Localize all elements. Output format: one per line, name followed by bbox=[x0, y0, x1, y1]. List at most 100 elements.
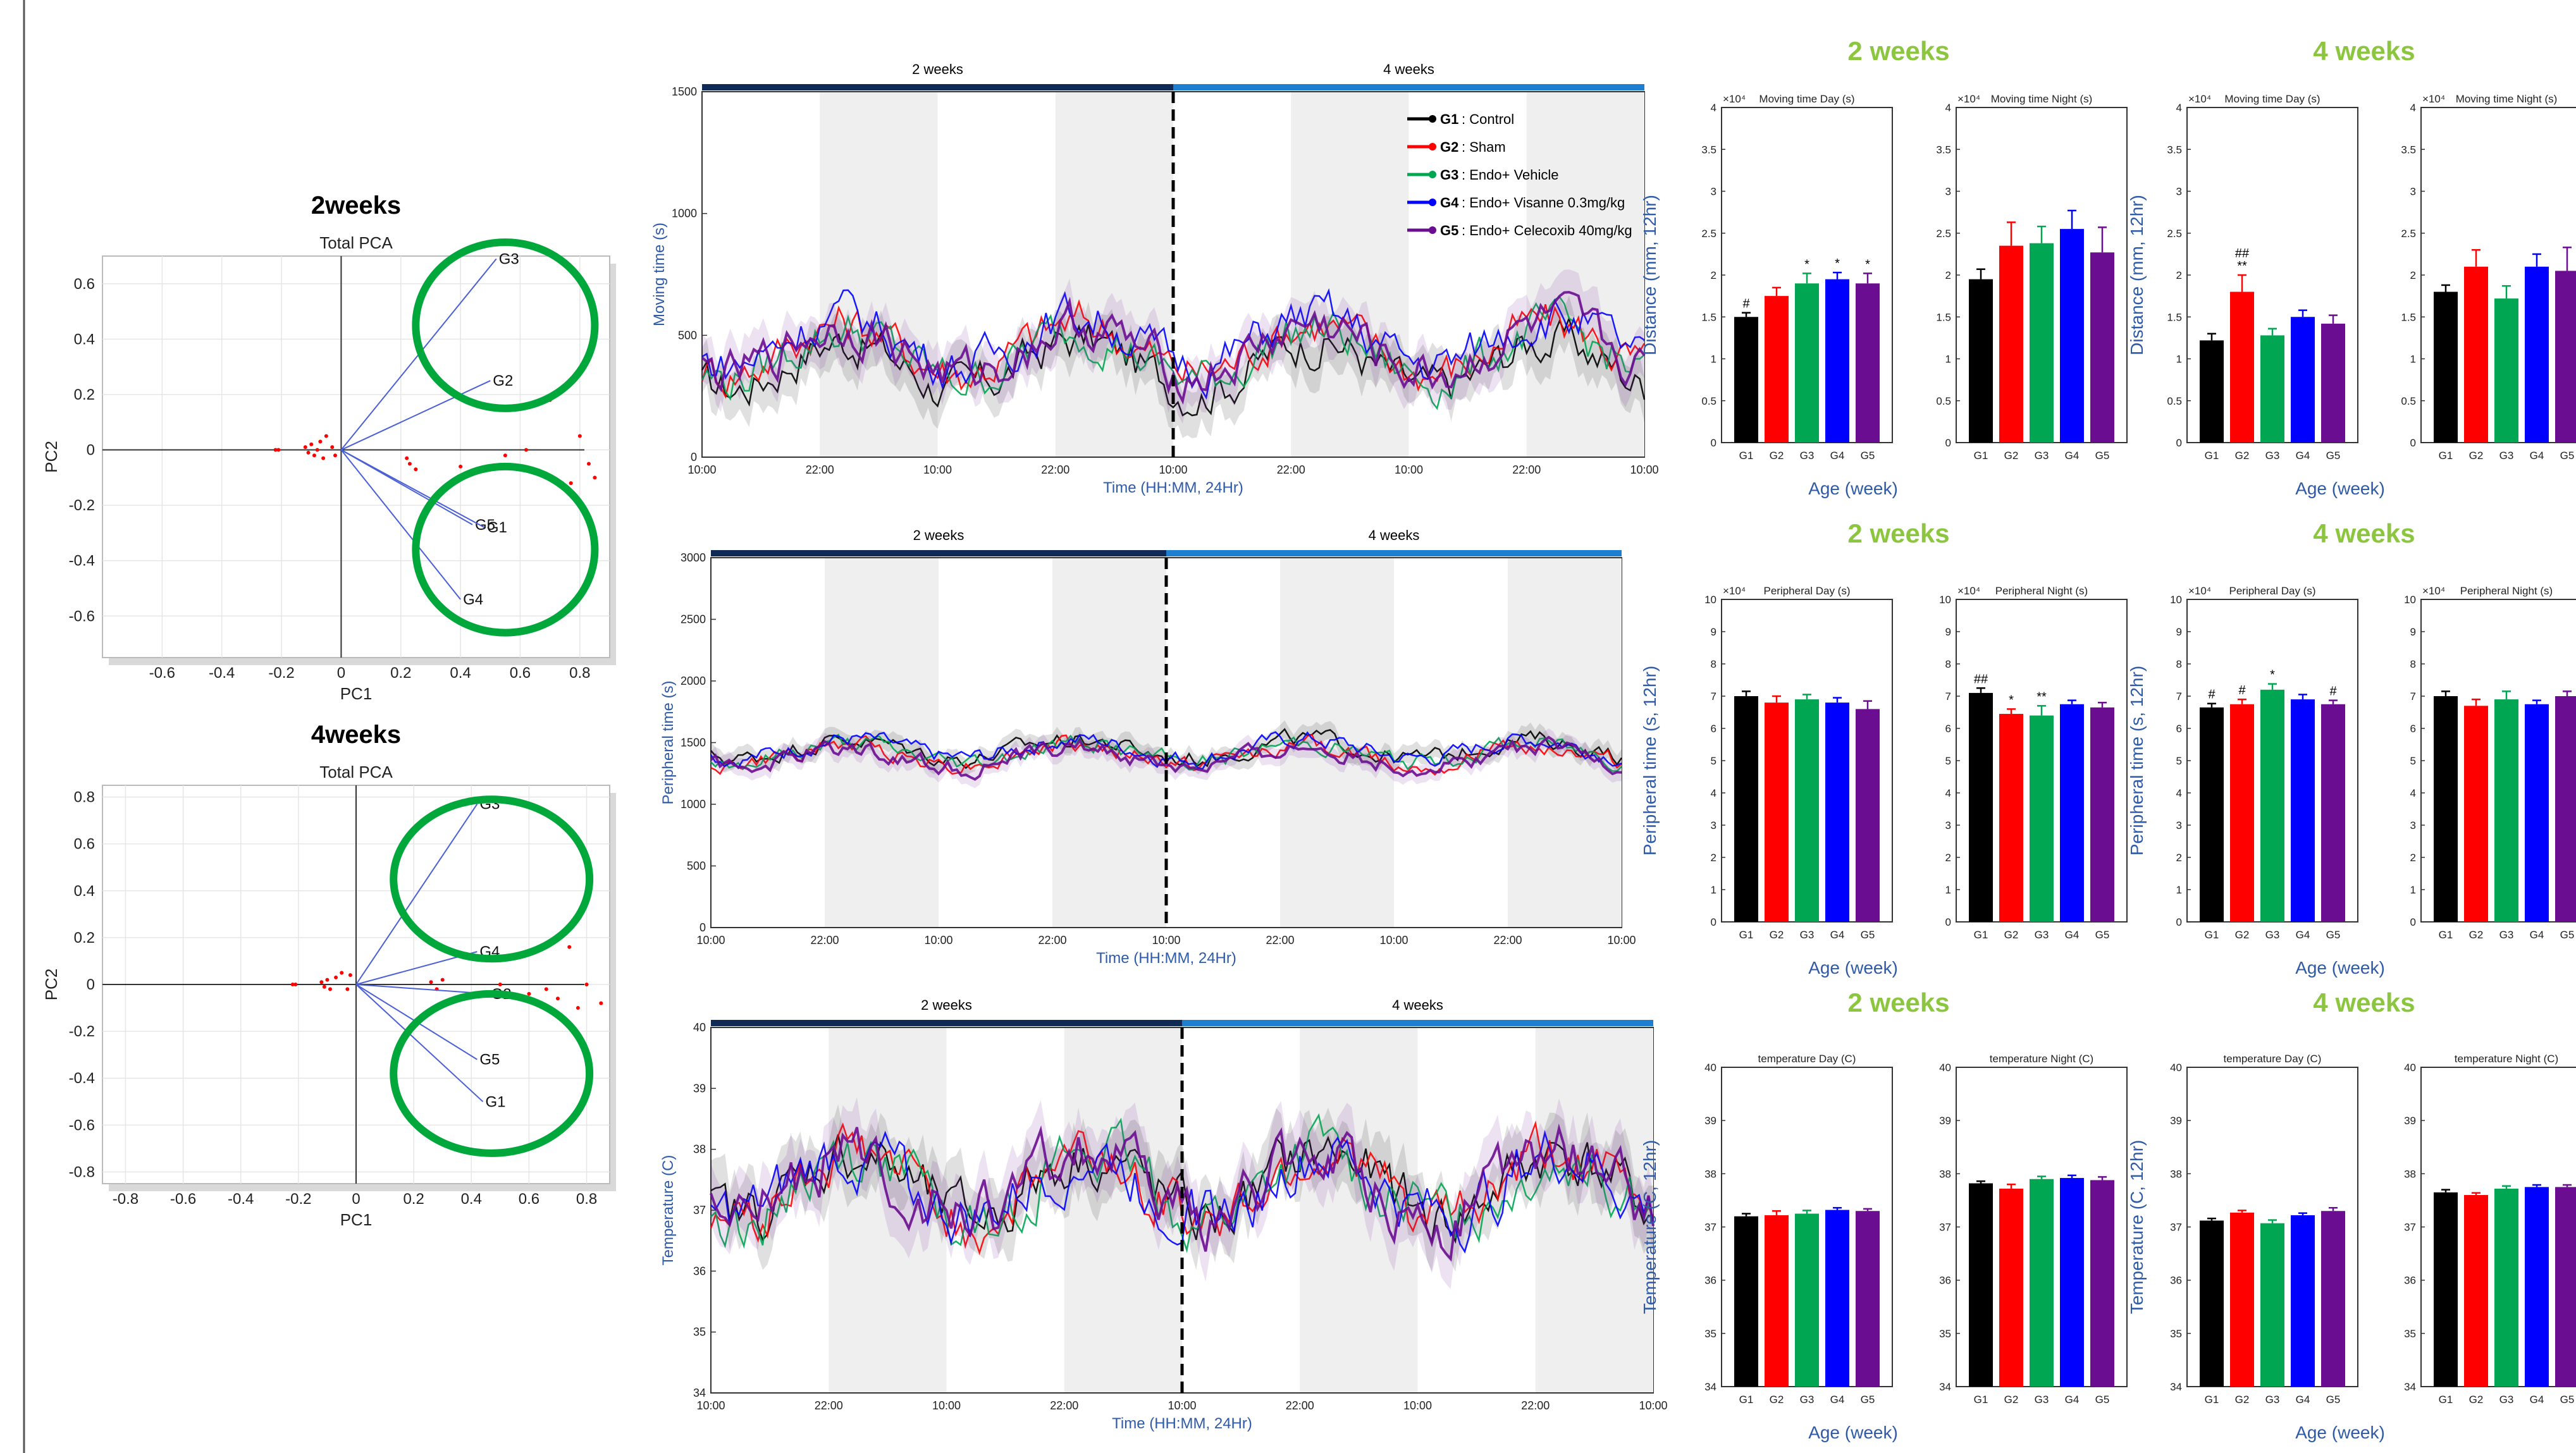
bar-xtick: G1 bbox=[1739, 1394, 1754, 1406]
pca-ytick: 0 bbox=[87, 976, 95, 993]
pca-chart-pca_4weeks: 4weeks Total PCA -0.8 -0.6 -0.4 -0.2 0 0.2 0.4 0.… bbox=[42, 721, 616, 1229]
bar-ytick: 4 bbox=[1945, 102, 1951, 114]
bar-ytick: 2 bbox=[1945, 269, 1951, 281]
bar-G3 bbox=[1795, 283, 1819, 443]
pca-chart-pca_2weeks: 2weeks Total PCA -0.6 -0.4 -0.2 0 0.2 0.4 0.6 0.8… bbox=[42, 192, 616, 703]
pca-ytick: 0.2 bbox=[74, 386, 95, 403]
bar-ytick: 8 bbox=[2410, 658, 2416, 670]
significance-mark: # bbox=[2329, 685, 2337, 699]
ts-xtick: 22:00 bbox=[815, 1399, 843, 1412]
ts-xtick: 10:00 bbox=[1152, 934, 1180, 947]
bar-ytick: 3 bbox=[1945, 186, 1951, 198]
bar-ytick: 2 bbox=[2410, 269, 2416, 281]
pca-ytick: 0.2 bbox=[74, 929, 95, 947]
bar-ytick: 3 bbox=[2410, 186, 2416, 198]
pca-xlabel: PC1 bbox=[340, 684, 373, 703]
bar-heading: 4 weeks bbox=[2313, 988, 2415, 1017]
ts-xtick: 22:00 bbox=[1493, 934, 1522, 947]
bar-heading: 2 weeks bbox=[1847, 988, 1949, 1017]
pca-point bbox=[440, 978, 445, 982]
pca-xtick: -0.2 bbox=[285, 1191, 311, 1208]
ts-ytick: 0 bbox=[691, 451, 697, 463]
pca-ytick: -0.4 bbox=[69, 1070, 95, 1087]
legend-label: : Sham bbox=[1462, 139, 1506, 155]
series-line-G2 bbox=[710, 733, 1622, 776]
bar-ytick: 1 bbox=[2176, 353, 2182, 365]
pca-point bbox=[333, 453, 337, 458]
pca-ytick: -0.6 bbox=[69, 608, 95, 625]
period-bar-4weeks bbox=[1182, 1020, 1653, 1026]
ts-xtick: 22:00 bbox=[1521, 1399, 1550, 1412]
bar-G5 bbox=[1856, 709, 1880, 922]
bar-heading: 2 weeks bbox=[1847, 36, 1949, 66]
bar-xtick: G1 bbox=[1739, 929, 1754, 941]
bar-title: Peripheral Day (s) bbox=[1764, 585, 1851, 597]
legend-label: : Control bbox=[1462, 111, 1514, 127]
bar-ytick: 34 bbox=[1939, 1381, 1951, 1393]
bar-xtick: G2 bbox=[2004, 929, 2019, 941]
pca-vector-G2 bbox=[340, 380, 491, 451]
pca-point bbox=[577, 434, 582, 438]
night-shade bbox=[1055, 92, 1173, 457]
pca-point bbox=[586, 462, 591, 466]
legend-dot-G5 bbox=[1429, 226, 1436, 234]
bar-G5 bbox=[2090, 252, 2114, 443]
bar-xtick: G1 bbox=[2439, 450, 2453, 462]
pca-vector-label: G5 bbox=[479, 1051, 500, 1069]
bar-heading: 2 weeks bbox=[1847, 518, 1949, 548]
bar-ytick: 1.5 bbox=[2167, 311, 2182, 323]
bar-xtick: G2 bbox=[1770, 450, 1784, 462]
legend-key: G5 bbox=[1440, 223, 1458, 238]
bar-xtick: G5 bbox=[2326, 929, 2341, 941]
ts-ytick: 3000 bbox=[681, 551, 706, 564]
bar-row-xlabel: Age (week) bbox=[2295, 958, 2385, 978]
bar-xtick: G5 bbox=[2560, 450, 2575, 462]
pca-xtick: 0.8 bbox=[576, 1191, 597, 1208]
significance-mark: ## bbox=[1974, 672, 1988, 686]
bar-G3 bbox=[2030, 715, 2054, 922]
bar-G3 bbox=[2260, 689, 2284, 922]
bar-G3 bbox=[2494, 298, 2518, 443]
bar-G4 bbox=[1825, 1210, 1849, 1387]
significance-mark: ** bbox=[2037, 690, 2047, 704]
bar-ytick: 36 bbox=[2404, 1275, 2416, 1287]
significance-mark: ** bbox=[2237, 259, 2247, 273]
bar-xtick: G3 bbox=[2499, 1394, 2514, 1406]
bar-G2 bbox=[1999, 714, 2023, 922]
bar-G5 bbox=[2555, 696, 2576, 922]
bar-ytick: 1 bbox=[2410, 884, 2416, 896]
ts-ytick: 1500 bbox=[672, 85, 697, 98]
bar-title: Peripheral Night (s) bbox=[1995, 585, 2088, 597]
significance-mark: ## bbox=[2235, 247, 2250, 261]
bar-panel: Peripheral Night (s) ×10⁴ 0 1 2 3 4 5 6 7 8 9 10 G1 ##… bbox=[1939, 585, 2128, 941]
bar-ytick: 3.5 bbox=[2167, 144, 2182, 156]
pca-point bbox=[325, 978, 330, 982]
bar-title: temperature Night (C) bbox=[1990, 1053, 2093, 1065]
bar-row-ylabel: Temperature (C, 12hr) bbox=[2127, 1140, 2147, 1314]
bar-xtick: G1 bbox=[2205, 450, 2219, 462]
bar-G4 bbox=[2525, 1187, 2549, 1387]
bar-G4 bbox=[2525, 704, 2549, 922]
bar-ytick: 36 bbox=[1704, 1275, 1716, 1287]
legend-dot-G1 bbox=[1429, 115, 1436, 123]
ts-xtick: 10:00 bbox=[1395, 463, 1423, 476]
bar-xtick: G3 bbox=[2035, 1394, 2049, 1406]
bar-ytick: 2.5 bbox=[1936, 228, 1951, 240]
bar-G1 bbox=[1969, 692, 1993, 922]
bar-xtick: G3 bbox=[2499, 450, 2514, 462]
bar-G4 bbox=[1825, 279, 1849, 443]
ts-xtick: 10:00 bbox=[687, 463, 716, 476]
pca-vector-G3 bbox=[355, 804, 478, 985]
pca-xtick: 0.2 bbox=[403, 1191, 424, 1208]
bar-ytick: 2 bbox=[1945, 852, 1951, 864]
pca-point bbox=[567, 945, 572, 949]
bar-xtick: G1 bbox=[2439, 1394, 2453, 1406]
ts-ytick: 38 bbox=[693, 1143, 706, 1156]
bar-G5 bbox=[1856, 283, 1880, 443]
bar-ytick: 38 bbox=[1939, 1168, 1951, 1180]
bar-title: Moving time Night (s) bbox=[2456, 93, 2558, 105]
pca-point bbox=[569, 481, 573, 486]
bar-ytick: 4 bbox=[2410, 102, 2416, 114]
series-line-G3 bbox=[710, 1113, 1655, 1253]
pca-point bbox=[584, 983, 589, 986]
